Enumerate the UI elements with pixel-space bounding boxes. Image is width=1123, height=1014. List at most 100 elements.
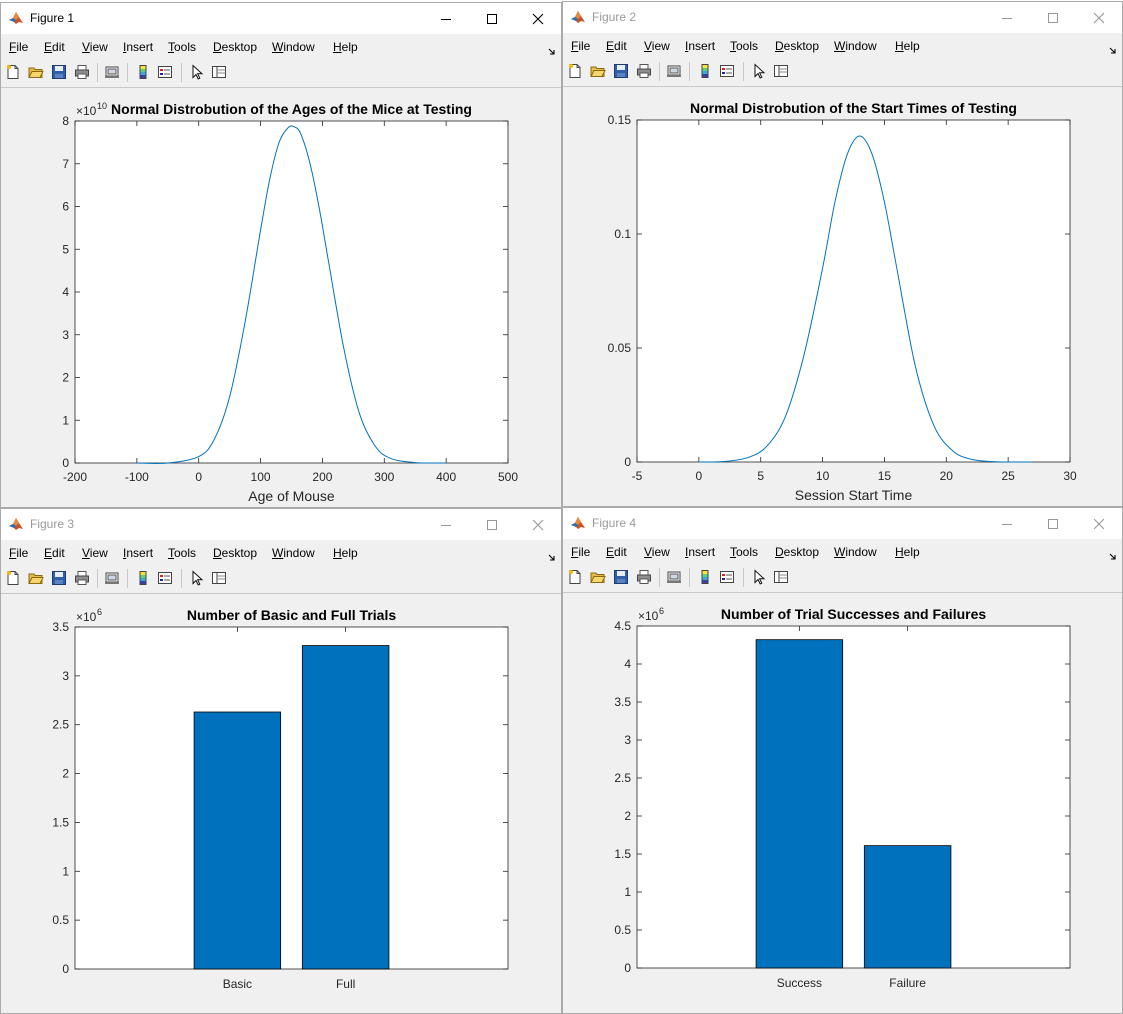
title-bar[interactable]: Figure 4 [563, 508, 1122, 539]
menu-tools[interactable]: Tools [730, 39, 759, 53]
legend-icon[interactable] [157, 64, 173, 80]
save-icon[interactable] [613, 63, 629, 79]
print-icon[interactable] [74, 570, 90, 586]
bar-basic[interactable] [193, 711, 282, 970]
new-file-icon[interactable] [567, 63, 583, 79]
print-icon[interactable] [636, 63, 652, 79]
title-bar[interactable]: Figure 2 [563, 2, 1122, 33]
menu-view[interactable]: View [82, 546, 108, 560]
bar-full[interactable] [301, 645, 390, 970]
figure-window-3[interactable]: Figure 3 File Edit View Insert Tools Desktop Wi… [0, 508, 562, 1014]
menu-file[interactable]: File [9, 546, 29, 560]
title-bar[interactable]: Figure 1 [1, 3, 561, 34]
print-icon[interactable] [74, 64, 90, 80]
close-button[interactable] [515, 3, 561, 34]
menu-help[interactable]: Help [895, 39, 920, 53]
figure-2-axes-canvas[interactable]: Normal Distrobution of the Start Times o… [563, 87, 1120, 505]
dock-arrow-icon[interactable] [548, 43, 556, 61]
menu-help[interactable]: Help [895, 545, 920, 559]
link-plot-icon[interactable] [666, 63, 682, 79]
menu-window[interactable]: Window [834, 39, 877, 53]
legend-icon[interactable] [719, 63, 735, 79]
maximize-button[interactable] [1030, 508, 1076, 539]
menu-window[interactable]: Window [272, 546, 315, 560]
open-file-icon[interactable] [28, 570, 44, 586]
colorbar-icon[interactable] [135, 64, 151, 80]
menu-desktop[interactable]: Desktop [213, 40, 258, 54]
legend-icon[interactable] [157, 570, 173, 586]
series-line[interactable] [698, 135, 1033, 463]
edit-plot-icon[interactable] [751, 569, 767, 585]
menu-view[interactable]: View [644, 39, 670, 53]
link-plot-icon[interactable] [104, 64, 120, 80]
property-inspector-icon[interactable] [773, 569, 789, 585]
edit-plot-icon[interactable] [189, 64, 205, 80]
menu-edit[interactable]: Edit [44, 40, 65, 54]
menu-window[interactable]: Window [272, 40, 315, 54]
figure-4-axes-canvas[interactable]: Number of Trial Successes and Failures 0 0… [563, 593, 1120, 1012]
legend-icon[interactable] [719, 569, 735, 585]
menu-help[interactable]: Help [333, 40, 358, 54]
figure-3-axes-canvas[interactable]: Number of Basic and Full Trials 0 0.5 1 1.5 2… [1, 594, 559, 1012]
minimize-button[interactable] [423, 509, 469, 540]
menu-insert[interactable]: Insert [685, 545, 716, 559]
menu-insert[interactable]: Insert [123, 546, 154, 560]
minimize-button[interactable] [984, 2, 1030, 33]
figure-window-2[interactable]: Figure 2 File Edit View Insert Tools Desktop Wi… [562, 1, 1123, 507]
menu-edit[interactable]: Edit [606, 39, 627, 53]
save-icon[interactable] [51, 64, 67, 80]
new-file-icon[interactable] [5, 64, 21, 80]
menu-tools[interactable]: Tools [730, 545, 759, 559]
menu-desktop[interactable]: Desktop [775, 39, 820, 53]
menu-desktop[interactable]: Desktop [775, 545, 820, 559]
menu-tools[interactable]: Tools [168, 40, 197, 54]
save-icon[interactable] [51, 570, 67, 586]
new-file-icon[interactable] [5, 570, 21, 586]
title-bar[interactable]: Figure 3 [1, 509, 561, 540]
menu-edit[interactable]: Edit [606, 545, 627, 559]
bar-success[interactable] [755, 639, 844, 969]
menu-help[interactable]: Help [333, 546, 358, 560]
colorbar-icon[interactable] [697, 569, 713, 585]
maximize-button[interactable] [1030, 2, 1076, 33]
edit-plot-icon[interactable] [751, 63, 767, 79]
link-plot-icon[interactable] [666, 569, 682, 585]
edit-plot-icon[interactable] [189, 570, 205, 586]
property-inspector-icon[interactable] [211, 64, 227, 80]
series-line[interactable] [136, 125, 447, 464]
colorbar-icon[interactable] [135, 570, 151, 586]
figure-window-1[interactable]: Figure 1 File Edit View Insert Tools Desktop Wi… [0, 2, 562, 508]
menu-window[interactable]: Window [834, 545, 877, 559]
new-file-icon[interactable] [567, 569, 583, 585]
menu-file[interactable]: File [571, 545, 591, 559]
property-inspector-icon[interactable] [211, 570, 227, 586]
close-button[interactable] [1076, 508, 1122, 539]
open-file-icon[interactable] [590, 569, 606, 585]
bar-failure[interactable] [863, 845, 952, 969]
dock-arrow-icon[interactable] [548, 549, 556, 567]
colorbar-icon[interactable] [697, 63, 713, 79]
close-button[interactable] [515, 509, 561, 540]
property-inspector-icon[interactable] [773, 63, 789, 79]
menu-insert[interactable]: Insert [123, 40, 154, 54]
open-file-icon[interactable] [28, 64, 44, 80]
minimize-button[interactable] [984, 508, 1030, 539]
menu-file[interactable]: File [9, 40, 29, 54]
print-icon[interactable] [636, 569, 652, 585]
figure-1-axes-canvas[interactable]: Normal Distrobution of the Ages of the M… [1, 88, 559, 506]
maximize-button[interactable] [469, 509, 515, 540]
menu-edit[interactable]: Edit [44, 546, 65, 560]
menu-view[interactable]: View [644, 545, 670, 559]
menu-view[interactable]: View [82, 40, 108, 54]
link-plot-icon[interactable] [104, 570, 120, 586]
open-file-icon[interactable] [590, 63, 606, 79]
menu-file[interactable]: File [571, 39, 591, 53]
close-button[interactable] [1076, 2, 1122, 33]
menu-desktop[interactable]: Desktop [213, 546, 258, 560]
save-icon[interactable] [613, 569, 629, 585]
figure-window-4[interactable]: Figure 4 File Edit View Insert Tools Desktop Wi… [562, 507, 1123, 1014]
minimize-button[interactable] [423, 3, 469, 34]
dock-arrow-icon[interactable] [1109, 42, 1117, 60]
dock-arrow-icon[interactable] [1109, 548, 1117, 566]
maximize-button[interactable] [469, 3, 515, 34]
